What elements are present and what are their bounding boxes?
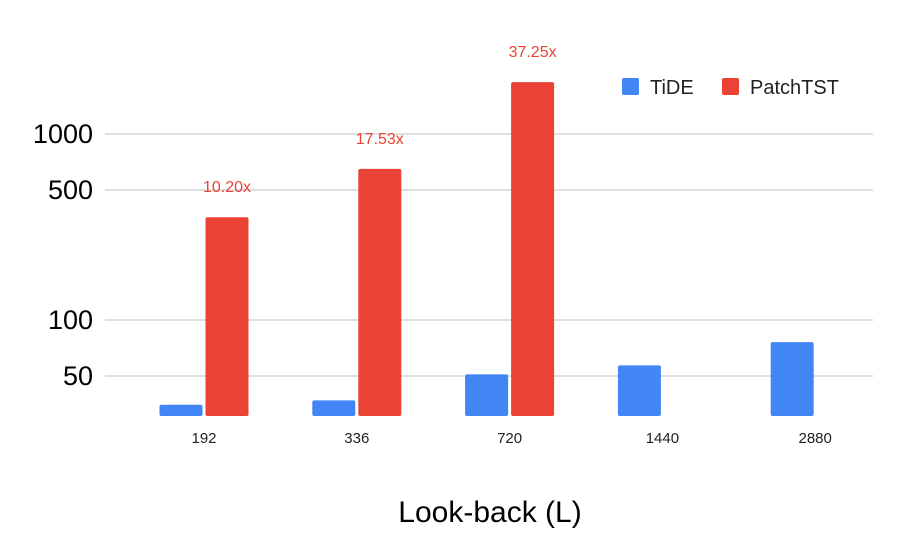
x-tick-label: 720	[497, 430, 522, 447]
bars	[159, 82, 814, 417]
x-axis-label: Look-back (L)	[398, 496, 581, 529]
legend-swatch-tide	[622, 78, 639, 95]
x-tick-label: 1440	[646, 430, 679, 447]
bar-tide-1440	[617, 365, 661, 416]
y-tick-label: 100	[48, 305, 93, 335]
bar-tide-720	[465, 374, 509, 416]
legend-swatch-patchtst	[722, 78, 739, 95]
x-axis-ticks: 192 336 720 1440 2880	[191, 430, 831, 447]
y-tick-label: 50	[63, 361, 93, 391]
x-tick-label: 2880	[799, 430, 832, 447]
bar-patchtst-720	[511, 82, 555, 417]
legend-label-patchtst: PatchTST	[750, 77, 839, 99]
bar-tide-336	[312, 400, 356, 416]
bar-tide-2880	[770, 342, 814, 416]
bar-patchtst-336	[358, 168, 402, 416]
bar-annotations: 10.20x 17.53x 37.25x	[203, 44, 557, 196]
speedup-annotation: 17.53x	[356, 131, 404, 148]
bar-patchtst-192	[205, 217, 249, 416]
x-tick-label: 336	[344, 430, 369, 447]
bar-tide-192	[159, 404, 203, 416]
legend: TiDE PatchTST	[622, 77, 839, 99]
y-tick-label: 1000	[33, 119, 93, 149]
speedup-annotation: 10.20x	[203, 179, 251, 196]
x-tick-label: 192	[191, 430, 216, 447]
y-axis-ticks: 50 100 500 1000	[33, 119, 93, 391]
speedup-annotation: 37.25x	[509, 44, 557, 61]
y-tick-label: 500	[48, 175, 93, 205]
legend-label-tide: TiDE	[650, 77, 694, 99]
